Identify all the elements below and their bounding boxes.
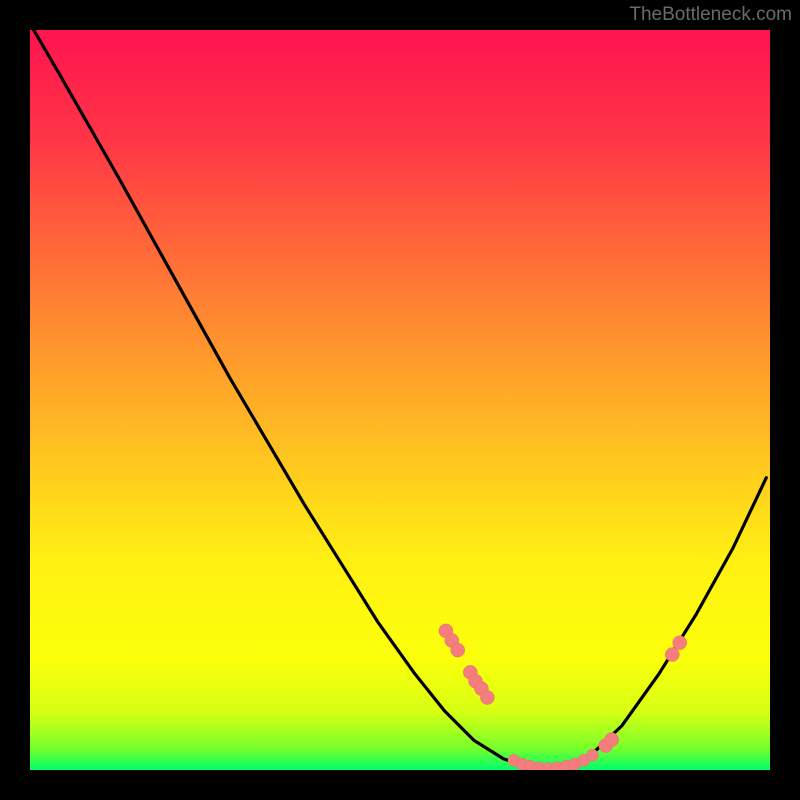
data-marker	[665, 648, 679, 662]
gradient-background	[30, 30, 770, 770]
watermark-text: TheBottleneck.com	[629, 4, 792, 26]
data-marker	[586, 749, 598, 761]
data-marker	[673, 636, 687, 650]
data-marker	[605, 733, 619, 747]
chart-svg	[30, 30, 770, 770]
data-marker	[480, 690, 494, 704]
data-marker	[451, 643, 465, 657]
